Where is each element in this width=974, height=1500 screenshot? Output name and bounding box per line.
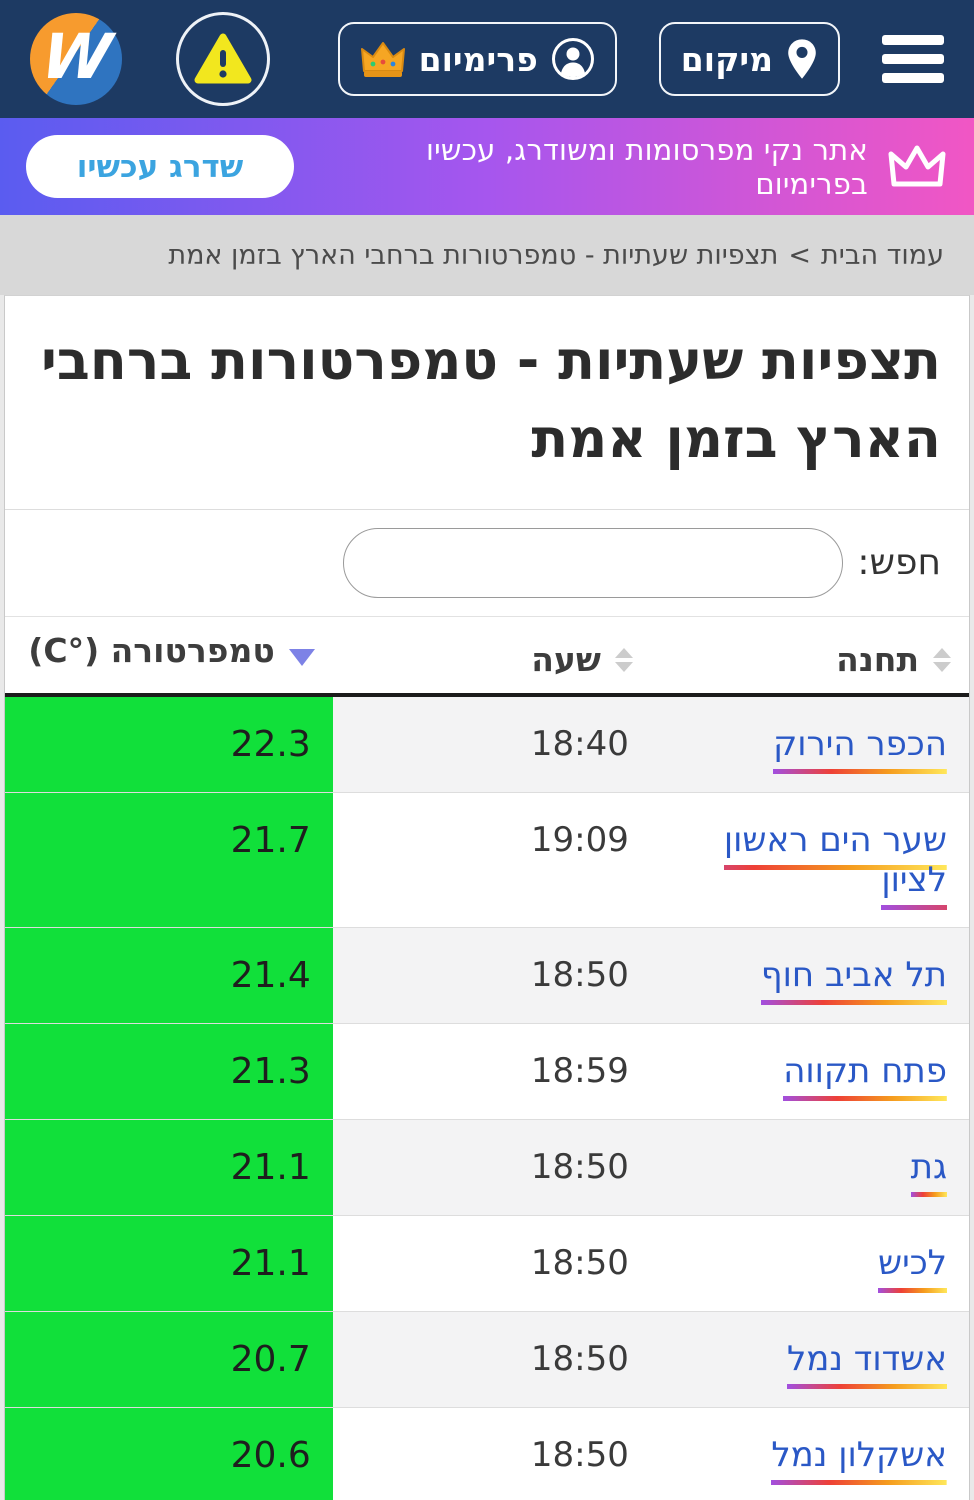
station-link[interactable]: אשדוד נמל bbox=[786, 1339, 947, 1390]
time-cell: 19:09 bbox=[332, 792, 651, 929]
time-cell: 18:50 bbox=[332, 1311, 651, 1409]
sort-icon bbox=[933, 647, 951, 672]
station-cell: אשקלון נמל bbox=[650, 1407, 969, 1500]
observations-table: תחנה שעה טמפרטורה (°C) bbox=[5, 615, 969, 1500]
table-row: תל אביב חוף 18:50 21.4 bbox=[5, 927, 969, 1025]
station-link[interactable]: לכיש bbox=[878, 1243, 947, 1294]
table-row: שער הים ראשון לציון 19:09 21.7 bbox=[5, 792, 969, 929]
site-logo[interactable]: W bbox=[30, 13, 122, 105]
table-row: גת 18:50 21.1 bbox=[5, 1119, 969, 1217]
crown-outline-icon bbox=[886, 140, 948, 194]
time-cell: 18:59 bbox=[332, 1023, 651, 1121]
time-cell: 18:50 bbox=[332, 1119, 651, 1217]
banner-text: אתר נקי מפרסומות ומשודרג, עכשיו בפרימיום bbox=[426, 132, 868, 201]
upgrade-now-button[interactable]: שדרג עכשיו bbox=[26, 135, 295, 198]
temp-cell: 20.7 bbox=[5, 1311, 333, 1409]
premium-banner: אתר נקי מפרסומות ומשודרג, עכשיו בפרימיום… bbox=[0, 118, 974, 215]
breadcrumb: עמוד הבית > תצפיות שעתיות - טמפרטורות בר… bbox=[0, 215, 974, 295]
menu-icon[interactable] bbox=[882, 35, 944, 83]
temp-cell: 21.4 bbox=[5, 927, 333, 1025]
search-label: חפש: bbox=[857, 542, 941, 584]
temp-cell: 21.1 bbox=[5, 1215, 333, 1313]
app-header: מיקום פרימיום W bbox=[0, 0, 974, 118]
table-body: הכפר הירוק 18:40 22.3 שער הים ראשון לציו… bbox=[5, 695, 969, 1500]
table-header-row: תחנה שעה טמפרטורה (°C) bbox=[5, 616, 969, 698]
column-header-temperature[interactable]: טמפרטורה (°C) bbox=[5, 616, 333, 698]
location-button-label: מיקום bbox=[680, 39, 773, 79]
station-link[interactable]: גת bbox=[910, 1147, 947, 1198]
breadcrumb-current: תצפיות שעתיות - טמפרטורות ברחבי הארץ בזמ… bbox=[168, 239, 779, 271]
search-input[interactable] bbox=[343, 527, 844, 598]
station-cell: גת bbox=[650, 1119, 969, 1217]
station-cell: הכפר הירוק bbox=[650, 695, 969, 794]
table-row: אשדוד נמל 18:50 20.7 bbox=[5, 1311, 969, 1409]
warning-icon[interactable] bbox=[175, 12, 270, 106]
table-row: לכיש 18:50 21.1 bbox=[5, 1215, 969, 1313]
station-cell: פתח תקווה bbox=[650, 1023, 969, 1121]
premium-button[interactable]: פרימיום bbox=[337, 22, 617, 96]
search-row: חפש: bbox=[5, 508, 969, 616]
breadcrumb-home-link[interactable]: עמוד הבית bbox=[821, 239, 944, 271]
station-link[interactable]: אשקלון נמל bbox=[771, 1435, 947, 1486]
station-link[interactable]: שער הים ראשון לציון bbox=[723, 820, 947, 911]
station-link[interactable]: תל אביב חוף bbox=[760, 955, 947, 1006]
station-link[interactable]: פתח תקווה bbox=[783, 1051, 947, 1102]
table-row: פתח תקווה 18:59 21.3 bbox=[5, 1023, 969, 1121]
time-cell: 18:40 bbox=[332, 695, 651, 794]
user-icon bbox=[551, 37, 595, 81]
station-link[interactable]: הכפר הירוק bbox=[773, 724, 947, 775]
temp-cell: 21.7 bbox=[5, 792, 333, 929]
station-cell: אשדוד נמל bbox=[650, 1311, 969, 1409]
time-cell: 18:50 bbox=[332, 1407, 651, 1500]
time-cell: 18:50 bbox=[332, 1215, 651, 1313]
sort-desc-icon bbox=[288, 649, 315, 667]
logo-letter: W bbox=[37, 20, 116, 93]
sort-icon bbox=[614, 647, 633, 672]
temp-cell: 20.6 bbox=[5, 1407, 333, 1500]
location-button[interactable]: מיקום bbox=[658, 22, 840, 96]
station-cell: לכיש bbox=[650, 1215, 969, 1313]
page-title: תצפיות שעתיות - טמפרטורות ברחבי הארץ בזמ… bbox=[40, 329, 941, 471]
column-header-time[interactable]: שעה bbox=[332, 616, 651, 698]
temp-cell: 21.3 bbox=[5, 1023, 333, 1121]
temp-cell: 21.1 bbox=[5, 1119, 333, 1217]
premium-button-label: פרימיום bbox=[418, 39, 538, 79]
time-cell: 18:50 bbox=[332, 927, 651, 1025]
column-header-station[interactable]: תחנה bbox=[650, 616, 969, 698]
station-cell: שער הים ראשון לציון bbox=[650, 792, 969, 929]
crown-icon bbox=[360, 39, 406, 79]
location-pin-icon bbox=[786, 38, 818, 80]
station-cell: תל אביב חוף bbox=[650, 927, 969, 1025]
table-row: אשקלון נמל 18:50 20.6 bbox=[5, 1407, 969, 1500]
content-card: תצפיות שעתיות - טמפרטורות ברחבי הארץ בזמ… bbox=[4, 295, 970, 1500]
temp-cell: 22.3 bbox=[5, 695, 333, 794]
breadcrumb-separator: > bbox=[788, 239, 812, 271]
table-row: הכפר הירוק 18:40 22.3 bbox=[5, 695, 969, 794]
